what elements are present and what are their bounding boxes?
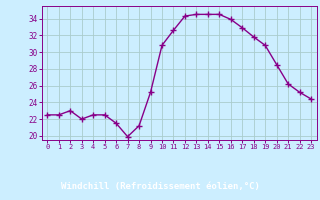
Text: Windchill (Refroidissement éolien,°C): Windchill (Refroidissement éolien,°C) [60,182,260,190]
